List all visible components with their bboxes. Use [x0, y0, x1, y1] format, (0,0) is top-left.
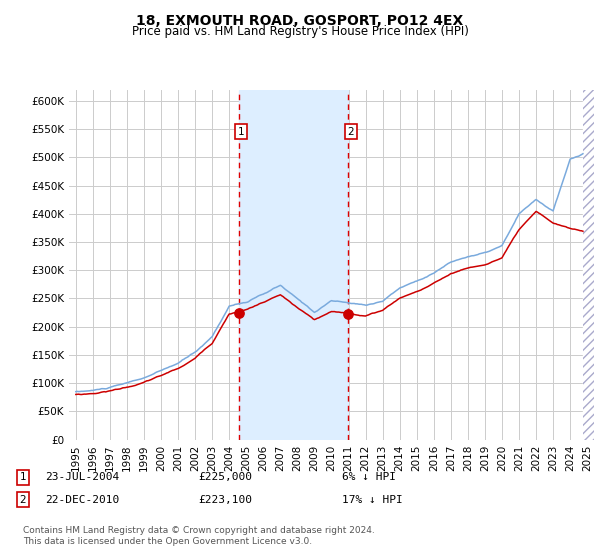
- Point: [343, 309, 353, 318]
- Bar: [583, 90, 594, 440]
- Text: 23-JUL-2004: 23-JUL-2004: [45, 472, 119, 482]
- Text: 2: 2: [19, 494, 26, 505]
- Point: [234, 308, 244, 317]
- Text: 6% ↓ HPI: 6% ↓ HPI: [342, 472, 396, 482]
- Text: Price paid vs. HM Land Registry's House Price Index (HPI): Price paid vs. HM Land Registry's House …: [131, 25, 469, 38]
- Bar: [239, 90, 348, 440]
- Text: £225,000: £225,000: [198, 472, 252, 482]
- Text: 1: 1: [238, 127, 245, 137]
- Text: £223,100: £223,100: [198, 494, 252, 505]
- Text: 2: 2: [347, 127, 354, 137]
- Text: 1: 1: [19, 472, 26, 482]
- Text: Contains HM Land Registry data © Crown copyright and database right 2024.
This d: Contains HM Land Registry data © Crown c…: [23, 526, 374, 546]
- Bar: [583, 90, 594, 440]
- Text: 18, EXMOUTH ROAD, GOSPORT, PO12 4EX: 18, EXMOUTH ROAD, GOSPORT, PO12 4EX: [136, 14, 464, 28]
- Text: 17% ↓ HPI: 17% ↓ HPI: [342, 494, 403, 505]
- Text: 22-DEC-2010: 22-DEC-2010: [45, 494, 119, 505]
